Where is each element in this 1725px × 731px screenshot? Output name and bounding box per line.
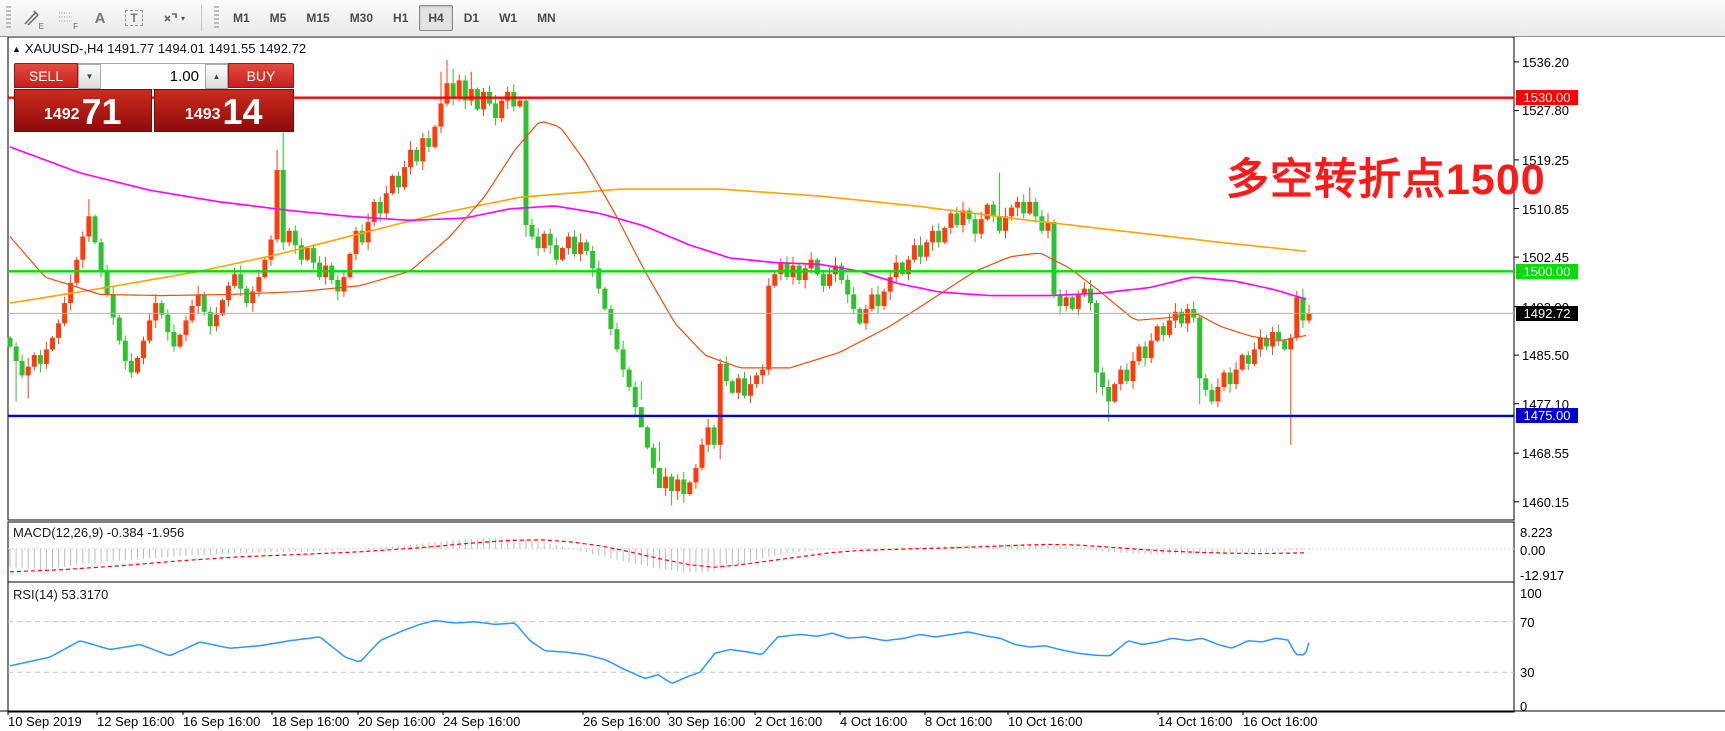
- label-tool-icon[interactable]: T: [118, 3, 150, 33]
- price-tick: 1536.20: [1522, 54, 1569, 70]
- ohlc-header: ▲ XAUUSD-,H4 1491.77 1494.01 1491.55 1492…: [12, 41, 306, 56]
- price-tick: 1527.80: [1522, 103, 1569, 119]
- time-axis-label: 20 Sep 16:00: [358, 714, 436, 729]
- sell-price-box[interactable]: 1492 71: [14, 89, 152, 132]
- buy-price-small: 1493: [184, 106, 221, 123]
- text-tool-icon[interactable]: A: [94, 9, 106, 27]
- line-studies-icon[interactable]: E: [16, 3, 48, 33]
- price-tick: 1468.55: [1522, 446, 1569, 462]
- macd-scale-tick: -12.917: [1520, 567, 1565, 583]
- price-level-badge: 1475.00: [1516, 408, 1578, 424]
- sell-price-small: 1492: [43, 106, 80, 123]
- grid-icon[interactable]: F: [50, 3, 82, 33]
- ohlc-values: XAUUSD-,H4 1491.77 1494.01 1491.55 1492.…: [24, 41, 307, 56]
- time-axis-label: 30 Sep 16:00: [668, 714, 746, 729]
- buy-button[interactable]: BUY: [228, 63, 294, 88]
- ma-slow-line: [9, 188, 1307, 304]
- time-axis-label: 16 Sep 16:00: [183, 714, 261, 729]
- timeframe-button-M5[interactable]: M5: [269, 11, 287, 25]
- time-axis-label: 8 Oct 16:00: [925, 714, 993, 729]
- time-axis-label: 10 Sep 2019: [8, 714, 82, 729]
- buy-price-big: 14: [222, 91, 263, 132]
- symbol-collapse-icon[interactable]: ▲: [12, 44, 21, 54]
- price-tick: 1485.50: [1522, 348, 1569, 364]
- buy-price-box[interactable]: 1493 14: [153, 89, 294, 132]
- timeframe-button-H4[interactable]: H4: [419, 5, 453, 31]
- arrows-tool-icon[interactable]: ▾: [152, 3, 194, 33]
- time-axis-label: 10 Oct 16:00: [1008, 714, 1083, 729]
- rsi-line: [9, 619, 1310, 684]
- ma-fast-line: [9, 121, 1307, 369]
- rsi-scale-tick: 100: [1520, 586, 1542, 601]
- price-tick: 1510.85: [1522, 201, 1569, 217]
- chart-canvas[interactable]: [0, 37, 1725, 731]
- timeframe-button-MN[interactable]: MN: [537, 11, 556, 25]
- ma-medium-line: [9, 146, 1307, 301]
- macd-scale-tick: 8.223: [1520, 525, 1553, 541]
- macd-indicator-label: MACD(12,26,9) -0.384 -1.956: [13, 525, 185, 540]
- price-tick: 1519.25: [1522, 152, 1569, 168]
- rsi-scale-tick: 70: [1520, 614, 1535, 630]
- chart-annotation-text: 多空转折点1500: [1226, 156, 1546, 204]
- rsi-indicator-label: RSI(14) 53.3170: [13, 587, 109, 602]
- price-level-badge: 1492.72: [1516, 305, 1578, 321]
- toolbar-gripper-2[interactable]: [214, 6, 219, 30]
- timeframe-button-group: M1 M5 M15 M30 H1 H4 D1 W1 MN: [223, 5, 566, 31]
- volume-field[interactable]: 1.00: [101, 64, 205, 89]
- time-axis-label: 16 Oct 16:00: [1243, 714, 1318, 729]
- price-tick: 1502.45: [1522, 250, 1569, 266]
- sell-price-big: 71: [81, 91, 122, 132]
- timeframe-button-M30[interactable]: M30: [349, 11, 374, 25]
- time-axis-label: 12 Sep 16:00: [97, 714, 175, 729]
- rsi-scale-tick: 0: [1520, 699, 1528, 714]
- toolbar-gripper[interactable]: [6, 6, 11, 30]
- rsi-scale-tick: 30: [1520, 665, 1535, 681]
- timeframe-button-D1[interactable]: D1: [463, 11, 480, 25]
- timeframe-button-W1[interactable]: W1: [499, 11, 518, 25]
- toolbar-separator: [201, 5, 202, 31]
- macd-pane-border: [7, 521, 1515, 583]
- time-axis-label: 24 Sep 16:00: [443, 714, 521, 729]
- timeframe-button-H1[interactable]: H1: [393, 11, 409, 25]
- macd-scale-tick: 0.00: [1520, 542, 1546, 558]
- one-click-trading-panel: SELL ▼ 1.00 ▲ BUY 1492 71 1493 14: [14, 63, 294, 132]
- time-axis-label: 14 Oct 16:00: [1158, 714, 1233, 729]
- time-axis-label: 4 Oct 16:00: [840, 714, 908, 729]
- price-level-badge: 1530.00: [1516, 90, 1578, 106]
- dropdown-caret-icon: ▾: [180, 13, 185, 23]
- volume-decrease-button[interactable]: ▼: [78, 64, 101, 89]
- chart-window: ▲ XAUUSD-,H4 1491.77 1494.01 1491.55 1492…: [0, 37, 1725, 731]
- rsi-pane-border: [7, 581, 1515, 713]
- time-axis-label: 18 Sep 16:00: [272, 714, 350, 729]
- sell-button[interactable]: SELL: [14, 63, 78, 88]
- timeframe-button-M1[interactable]: M1: [233, 11, 250, 25]
- volume-increase-button[interactable]: ▲: [205, 64, 228, 89]
- time-axis-label: 2 Oct 16:00: [755, 714, 823, 729]
- volume-stepper: ▼ 1.00 ▲: [78, 63, 228, 90]
- toolbar: E F A T ▾ M1 M5 M15 M30 H1 H4 D1 W1 MN: [0, 0, 1725, 37]
- price-tick: 1477.10: [1522, 396, 1569, 412]
- time-axis-label: 26 Sep 16:00: [583, 714, 661, 729]
- price-level-badge: 1500.00: [1516, 263, 1578, 279]
- price-tick: 1460.15: [1522, 494, 1569, 510]
- timeframe-button-M15[interactable]: M15: [306, 11, 330, 25]
